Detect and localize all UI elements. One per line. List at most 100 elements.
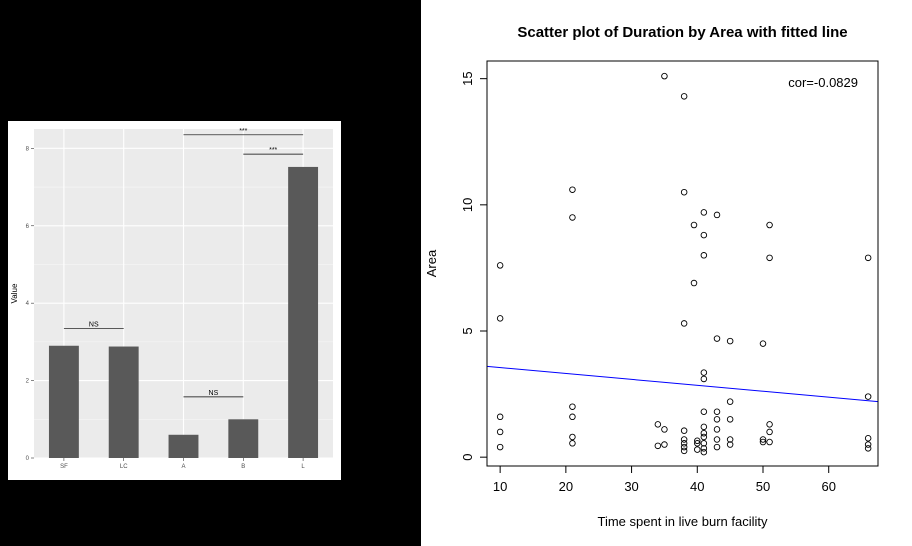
data-point (766, 221, 773, 229)
data-point (694, 446, 701, 453)
data-point (766, 438, 773, 446)
data-point (661, 441, 668, 448)
data-point (726, 398, 734, 405)
data-point (700, 252, 708, 259)
y-axis-label: Value (10, 283, 19, 303)
data-point (700, 423, 708, 431)
bar-SF (48, 345, 79, 458)
data-point (864, 445, 872, 452)
data-point (700, 209, 708, 216)
data-point (864, 441, 872, 448)
x-tick-label: SF (60, 464, 68, 470)
data-point (864, 254, 872, 262)
y-tick-label: 5 (460, 327, 475, 334)
data-point (690, 279, 698, 287)
data-point (766, 428, 773, 436)
x-tick-label: 60 (821, 479, 835, 494)
data-point (680, 443, 688, 451)
y-tick-label: 8 (26, 146, 30, 152)
data-point (766, 254, 773, 262)
data-point (726, 416, 734, 423)
data-point (713, 426, 721, 433)
x-tick-label: L (301, 464, 305, 470)
x-tick-label: 40 (690, 479, 704, 494)
data-point (569, 413, 576, 421)
data-point (766, 421, 773, 428)
data-point (661, 72, 668, 80)
y-tick-label: 4 (26, 301, 30, 307)
fitted-line (486, 365, 879, 403)
data-point (726, 337, 734, 345)
data-point (680, 447, 688, 455)
data-point (713, 211, 721, 219)
x-tick-label: B (241, 464, 245, 470)
data-point (864, 434, 872, 442)
data-point (690, 221, 698, 229)
data-point (726, 436, 734, 443)
data-point (700, 433, 708, 441)
y-tick-label: 15 (460, 71, 475, 85)
y-tick-label: 6 (26, 224, 30, 230)
data-point (759, 436, 767, 443)
data-point (680, 93, 688, 100)
data-point (496, 262, 504, 269)
data-point (694, 440, 701, 447)
data-point (569, 186, 576, 193)
data-point (496, 413, 504, 421)
data-point (759, 438, 767, 446)
data-point (680, 427, 688, 434)
significance-label: NS (89, 321, 99, 328)
y-axis-label: Area (424, 249, 439, 277)
bar-chart-panel: 0 2 4 6 8 SF LC A B L Value NS NS *** *** (8, 121, 341, 480)
significance-label: NS (209, 390, 219, 397)
data-point (713, 443, 721, 451)
x-axis-label: Time spent in live burn facility (597, 514, 768, 529)
data-point (496, 428, 504, 436)
x-tick-label: 10 (493, 479, 507, 494)
plot-frame (486, 60, 879, 467)
data-point (700, 448, 708, 456)
x-tick-label: 20 (559, 479, 573, 494)
bar-chart: 0 2 4 6 8 SF LC A B L Value NS NS *** *** (10, 128, 333, 470)
data-point (496, 443, 504, 451)
x-tick-label: 30 (624, 479, 638, 494)
y-tick-label: 0 (460, 454, 475, 461)
bar-A (168, 434, 199, 458)
data-point (713, 436, 721, 443)
data-point (700, 408, 708, 415)
data-point (654, 442, 662, 450)
data-point (654, 421, 662, 428)
correlation-annotation: cor=-0.0829 (788, 75, 858, 90)
data-point (661, 426, 668, 433)
data-point (726, 441, 734, 448)
data-point (569, 403, 576, 410)
data-point (680, 188, 688, 196)
significance-label: *** (239, 128, 247, 135)
data-point (713, 335, 721, 342)
bar-LC (108, 346, 139, 458)
significance-label: *** (269, 147, 277, 154)
data-point (700, 440, 708, 447)
y-tick-label: 0 (26, 456, 30, 462)
chart-title: Scatter plot of Duration by Area with fi… (517, 24, 847, 41)
data-point (864, 393, 872, 400)
x-tick-label: LC (120, 464, 128, 470)
data-point (700, 429, 708, 437)
data-point (700, 375, 708, 383)
data-point (713, 408, 721, 415)
data-point (713, 416, 721, 423)
data-point (569, 214, 576, 221)
data-point (680, 320, 688, 327)
data-point (569, 440, 576, 447)
data-point (700, 445, 708, 452)
data-point (680, 440, 688, 447)
y-tick-label: 2 (26, 379, 30, 385)
scatter-chart: Scatter plot of Duration by Area with fi… (424, 24, 879, 529)
data-point (569, 433, 576, 441)
data-point (700, 369, 708, 376)
scatter-chart-panel: Scatter plot of Duration by Area with fi… (421, 0, 912, 546)
data-point (759, 340, 767, 347)
bar-L (288, 166, 319, 458)
bar-B (228, 419, 259, 458)
y-tick-label: 10 (460, 198, 475, 212)
